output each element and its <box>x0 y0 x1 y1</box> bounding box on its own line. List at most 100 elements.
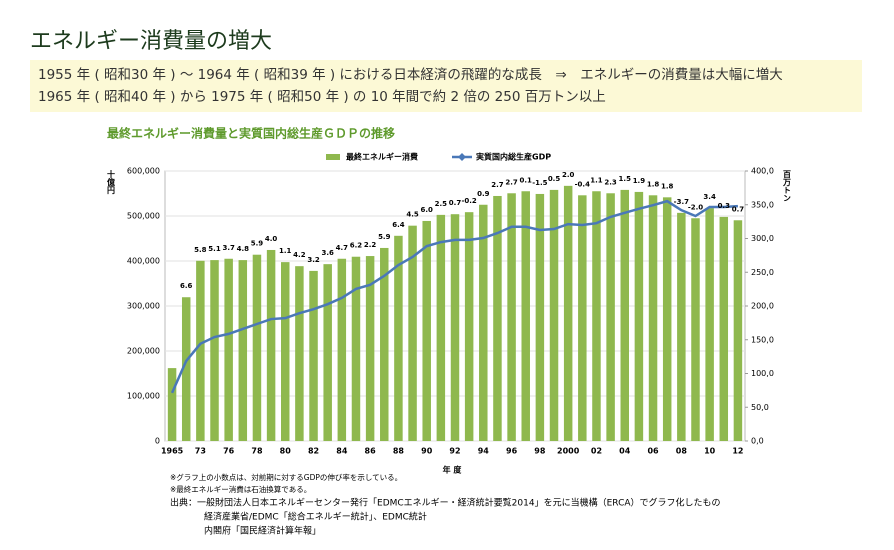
x-tick-label: 80 <box>280 447 292 456</box>
growth-label: 0.7 <box>449 199 462 207</box>
growth-label: 4.2 <box>293 251 306 259</box>
x-tick-label: 88 <box>393 447 405 456</box>
bar <box>380 247 389 441</box>
bar <box>592 191 601 441</box>
y2ticks-label: 250,0 <box>751 268 774 277</box>
bar <box>181 297 191 441</box>
x-tick-label: 08 <box>676 447 688 456</box>
bar <box>365 256 375 441</box>
x-axis-label: 年 度 <box>443 465 463 475</box>
growth-label: -0.4 <box>575 180 590 188</box>
legend-swatch <box>326 154 340 160</box>
growth-label: 3.4 <box>703 193 716 201</box>
growth-label: 4.5 <box>406 211 419 219</box>
y2ticks-label: 400,0 <box>751 167 774 176</box>
bar <box>323 264 332 441</box>
growth-label: 1.9 <box>633 177 646 185</box>
bar <box>662 197 672 441</box>
bar <box>549 189 559 441</box>
legend-label: 実質国内総生産GDP <box>476 152 551 162</box>
bar <box>493 195 502 441</box>
line <box>170 199 739 394</box>
bar <box>281 262 290 441</box>
bar <box>266 249 276 441</box>
bar <box>677 212 686 441</box>
growth-label: 0.9 <box>477 190 490 198</box>
yticks-label: 400,000 <box>127 257 160 266</box>
growth-label: -0.2 <box>461 197 476 205</box>
bar <box>394 235 403 441</box>
growth-label: 6.6 <box>180 282 193 290</box>
note: ※最終エネルギー消費は石油換算である。 <box>170 484 311 494</box>
bar <box>224 258 233 441</box>
source: 内閣府「国民経済計算年報」 <box>204 525 321 537</box>
growth-label: 2.0 <box>562 171 575 179</box>
growth-label: 1.5 <box>619 175 632 183</box>
x-tick-label: 78 <box>251 447 263 456</box>
growth-label: 1.1 <box>279 247 292 255</box>
growth-label: 4.0 <box>265 235 278 243</box>
growth-label: 3.6 <box>321 249 334 257</box>
summary-line: 1955 年 ( 昭和30 年 ) ～ 1964 年 ( 昭和39 年 ) にお… <box>38 67 783 83</box>
y2ticks-label: 350,0 <box>751 200 774 209</box>
yticks-label: 500,000 <box>127 212 160 221</box>
bar <box>634 191 644 441</box>
source: 経済産業省/EDMC「総合エネルギー統計」、EDMC統計 <box>204 511 427 523</box>
x-tick-label: 73 <box>195 447 206 456</box>
growth-label: 1.8 <box>661 182 674 190</box>
bar <box>620 189 629 441</box>
x-tick-label: 82 <box>308 447 319 456</box>
growth-label: 0.5 <box>548 175 561 183</box>
y-axis-label: 十億円 <box>107 169 116 195</box>
bar <box>507 193 516 441</box>
growth-label: -2.0 <box>688 203 703 211</box>
yticks-label: 0 <box>155 437 160 446</box>
growth-label: 0.3 <box>718 202 731 210</box>
bar <box>521 191 530 441</box>
source: 出典：一般財団法人日本エネルギーセンター発行「EDMCエネルギー・経済統計要覧2… <box>170 497 721 509</box>
growth-label: 2.7 <box>505 178 518 186</box>
bar <box>252 254 262 441</box>
x-tick-label: 96 <box>506 447 518 456</box>
bar <box>705 208 714 441</box>
legend-label: 最終エネルギー消費 <box>346 152 418 162</box>
growth-label: 0.7 <box>732 205 745 213</box>
bar <box>196 260 205 441</box>
bar <box>578 195 587 441</box>
x-tick-label: 94 <box>478 447 490 456</box>
bar <box>691 218 700 441</box>
bar <box>719 216 729 441</box>
note: ※グラフ上の小数点は、対前期に対するGDPの伸び率を示している。 <box>170 472 402 482</box>
growth-label: 5.9 <box>378 233 391 241</box>
growth-label: 3.7 <box>222 244 235 252</box>
bar <box>408 225 417 441</box>
growth-label: 2.5 <box>435 200 448 208</box>
page-title: エネルギー消費量の増大 <box>30 29 272 54</box>
bar <box>436 214 446 441</box>
growth-label: 5.9 <box>251 240 264 248</box>
growth-label: 4.7 <box>336 244 349 252</box>
growth-label: 2.3 <box>604 178 617 186</box>
yticks-label: 200,000 <box>127 347 160 356</box>
summary-box <box>30 60 862 112</box>
growth-label: 6.4 <box>392 221 405 229</box>
growth-label: 0.1 <box>520 176 533 184</box>
growth-label: 3.2 <box>307 256 320 264</box>
x-tick-label: 04 <box>619 447 631 456</box>
bar <box>563 185 573 441</box>
bar <box>648 195 658 441</box>
bar <box>464 212 474 441</box>
growth-label: 6.2 <box>350 242 363 250</box>
bar <box>733 220 743 441</box>
growth-label: 1.8 <box>647 180 660 188</box>
x-tick-label: 92 <box>449 447 460 456</box>
x-tick-label: 86 <box>365 447 377 456</box>
summary-line: 1965 年 ( 昭和40 年 ) から 1975 年 ( 昭和50 年 ) の… <box>38 89 606 105</box>
x-tick-label: 76 <box>223 447 235 456</box>
growth-label: -3.7 <box>674 198 689 206</box>
growth-label: 2.7 <box>491 181 504 189</box>
y2ticks-label: 200,0 <box>751 302 774 311</box>
y2ticks-label: 0,0 <box>751 437 764 446</box>
